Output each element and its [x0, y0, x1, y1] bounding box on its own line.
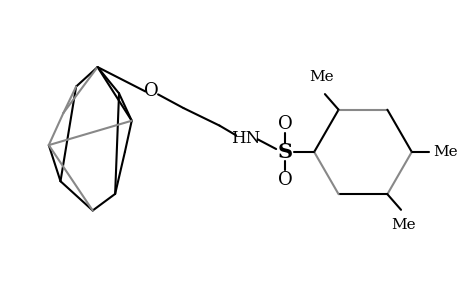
Text: Me: Me	[432, 145, 457, 159]
Text: Me: Me	[309, 70, 334, 84]
Text: HN: HN	[231, 130, 260, 147]
Text: Me: Me	[391, 218, 415, 232]
Text: O: O	[277, 115, 291, 133]
Text: O: O	[144, 82, 158, 100]
Text: O: O	[277, 171, 291, 189]
Text: S: S	[277, 142, 292, 162]
